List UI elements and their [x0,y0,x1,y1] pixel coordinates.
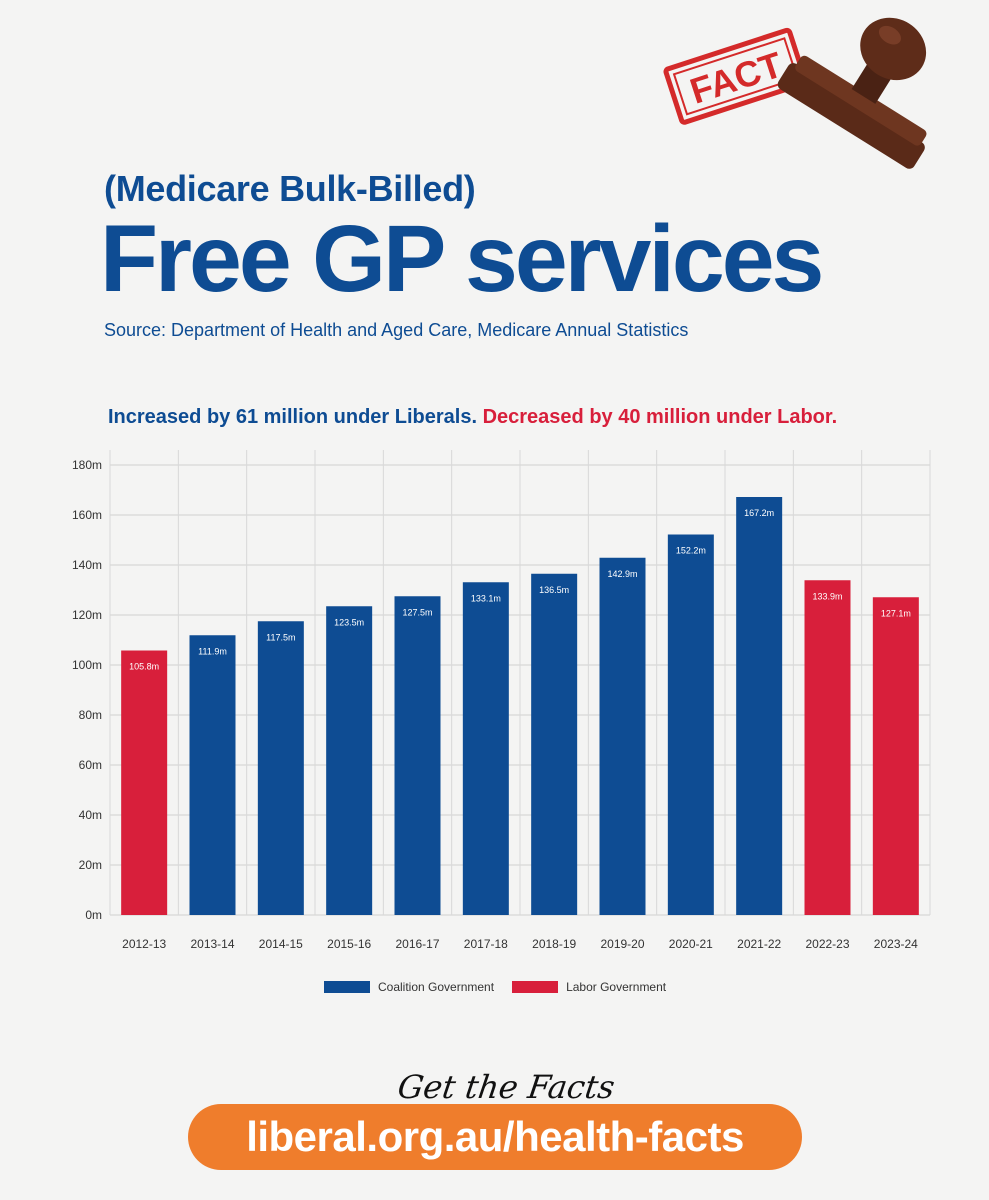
x-tick-label: 2021-22 [737,937,781,951]
bar-chart: 0m 20m 40m 60m 80m 100m 120m 140m 160m 180m 105.8m… [72,450,931,951]
bar-value-label: 167.2m [744,508,774,518]
bar [667,534,714,915]
legend-item-labor: Labor Government [512,980,666,994]
legend-label-labor: Labor Government [566,980,667,994]
source-note: Source: Department of Health and Aged Ca… [104,320,689,340]
y-tick-label: 120m [72,608,102,622]
bar [531,573,578,915]
x-tick-label: 2015-16 [327,937,371,951]
headline-labor: Decreased by 40 million under Labor. [482,406,838,428]
bar-value-label: 133.9m [812,591,842,601]
bar-value-label: 117.5m [266,632,295,642]
bar [599,557,646,915]
bar [394,596,441,915]
fact-stamp: FACT [663,17,927,169]
y-tick-label: 140m [72,558,102,572]
cta-tagline: Get the Facts [395,1068,618,1106]
bar-value-label: 136.5m [539,585,569,595]
legend-swatch-labor [512,981,559,993]
page-title: Free GP services [100,206,824,312]
bar [257,621,304,915]
bar-value-label: 111.9m [198,646,227,656]
x-tick-label: 2018-19 [532,937,576,951]
bar [736,497,783,915]
y-tick-label: 60m [79,758,102,772]
y-tick-label: 100m [72,658,102,672]
legend-label-coalition: Coalition Government [378,980,495,994]
bar-value-label: 123.5m [334,617,364,627]
bar-value-label: 105.8m [129,662,159,672]
bar [462,582,509,915]
x-tick-label: 2016-17 [395,937,439,951]
x-tick-label: 2019-20 [600,937,644,951]
y-tick-label: 20m [79,858,102,872]
x-tick-label: 2012-13 [122,937,166,951]
legend-item-coalition: Coalition Government [324,980,494,994]
y-tick-label: 0m [85,908,102,922]
headline: Increased by 61 million under Liberals. … [108,406,837,429]
bar-value-label: 152.2m [676,546,706,556]
bar [189,635,236,915]
x-tick-label: 2023-24 [874,937,918,951]
bar [804,580,851,915]
y-tick-label: 40m [79,808,102,822]
bar-value-label: 133.1m [471,593,501,603]
bar-value-label: 142.9m [607,569,637,579]
page-subtitle: (Medicare Bulk-Billed) [104,168,476,209]
x-tick-label: 2014-15 [259,937,303,951]
bar [326,606,373,915]
x-tick-label: 2017-18 [464,937,508,951]
y-tick-label: 80m [79,708,102,722]
bar [121,650,168,915]
x-tick-label: 2013-14 [190,937,234,951]
y-tick-label: 160m [72,508,102,522]
x-tick-label: 2022-23 [805,937,849,951]
x-tick-label: 2020-21 [669,937,713,951]
legend-swatch-coalition [324,981,370,993]
chart-legend: Coalition Government Labor Government [324,980,666,994]
bar [872,597,919,915]
website-link-button[interactable]: liberal.org.au/health-facts [188,1104,802,1170]
bar-value-label: 127.5m [402,607,432,617]
headline-liberal: Increased by 61 million under Liberals. [108,406,478,428]
y-tick-label: 180m [72,458,102,472]
bar-value-label: 127.1m [881,608,911,618]
